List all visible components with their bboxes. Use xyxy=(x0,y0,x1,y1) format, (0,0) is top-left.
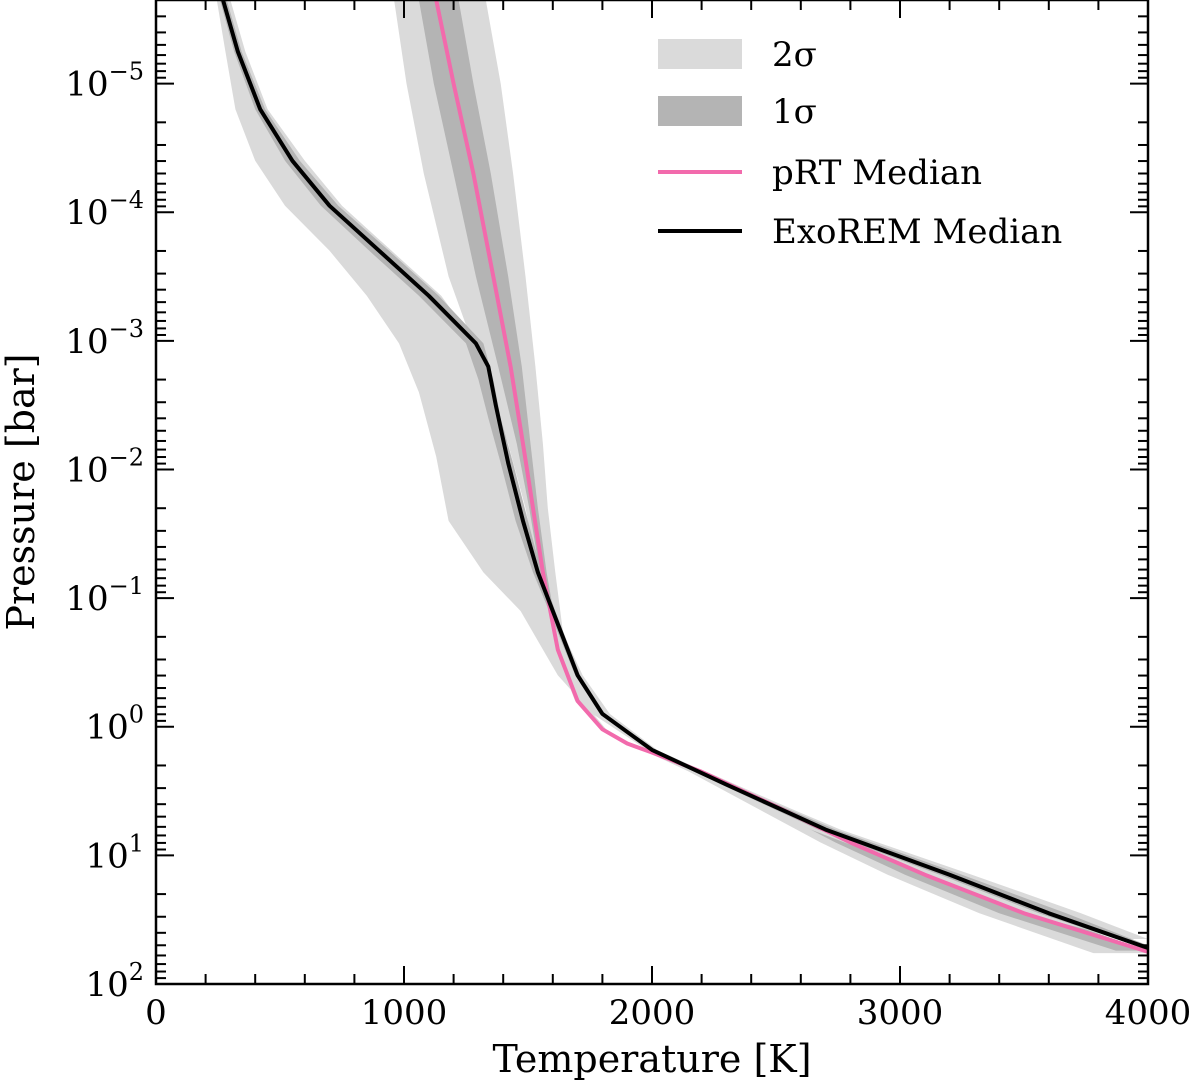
x-tick-label: 1000 xyxy=(361,993,448,1033)
x-tick-label: 3000 xyxy=(857,993,944,1033)
y-tick-label: 10−1 xyxy=(65,572,144,619)
legend-swatch-2sigma xyxy=(658,39,742,69)
y-axis-label: Pressure [bar] xyxy=(0,353,43,630)
axis-ticks xyxy=(155,0,1149,985)
median-lines xyxy=(221,0,1148,954)
x-axis-label: Temperature [K] xyxy=(492,1037,811,1081)
legend-label: 1σ xyxy=(772,92,817,132)
y-tick-label: 101 xyxy=(85,829,144,876)
x-tick-label: 0 xyxy=(145,993,167,1033)
legend-swatch-1sigma xyxy=(658,96,742,126)
y-tick-label: 10−5 xyxy=(65,58,144,105)
series-prt-median xyxy=(434,0,1148,954)
confidence-bands xyxy=(216,0,1148,954)
x-tick-labels: 0 1000 2000 3000 4000 xyxy=(145,993,1191,1033)
y-tick-labels: 10−5 10−4 10−3 10−2 10−1 100 101 102 xyxy=(65,58,144,1005)
y-tick-label: 102 xyxy=(85,958,144,1005)
y-tick-label: 10−4 xyxy=(65,186,144,233)
y-tick-label: 10−3 xyxy=(65,315,144,362)
band-exorem-1- xyxy=(220,0,1148,946)
y-tick-label: 100 xyxy=(85,701,144,748)
x-tick-label: 4000 xyxy=(1105,993,1192,1033)
legend-label: ExoREM Median xyxy=(772,212,1062,252)
x-tick-label: 2000 xyxy=(609,993,696,1033)
y-tick-label: 10−2 xyxy=(65,443,144,490)
plot-frame xyxy=(154,0,1150,986)
band-exorem-2- xyxy=(216,0,1148,939)
legend-label: pRT Median xyxy=(772,153,982,193)
legend: 2σ 1σ pRT Median ExoREM Median xyxy=(658,35,1062,252)
legend-label: 2σ xyxy=(772,35,817,75)
series-exorem-median xyxy=(221,0,1148,950)
